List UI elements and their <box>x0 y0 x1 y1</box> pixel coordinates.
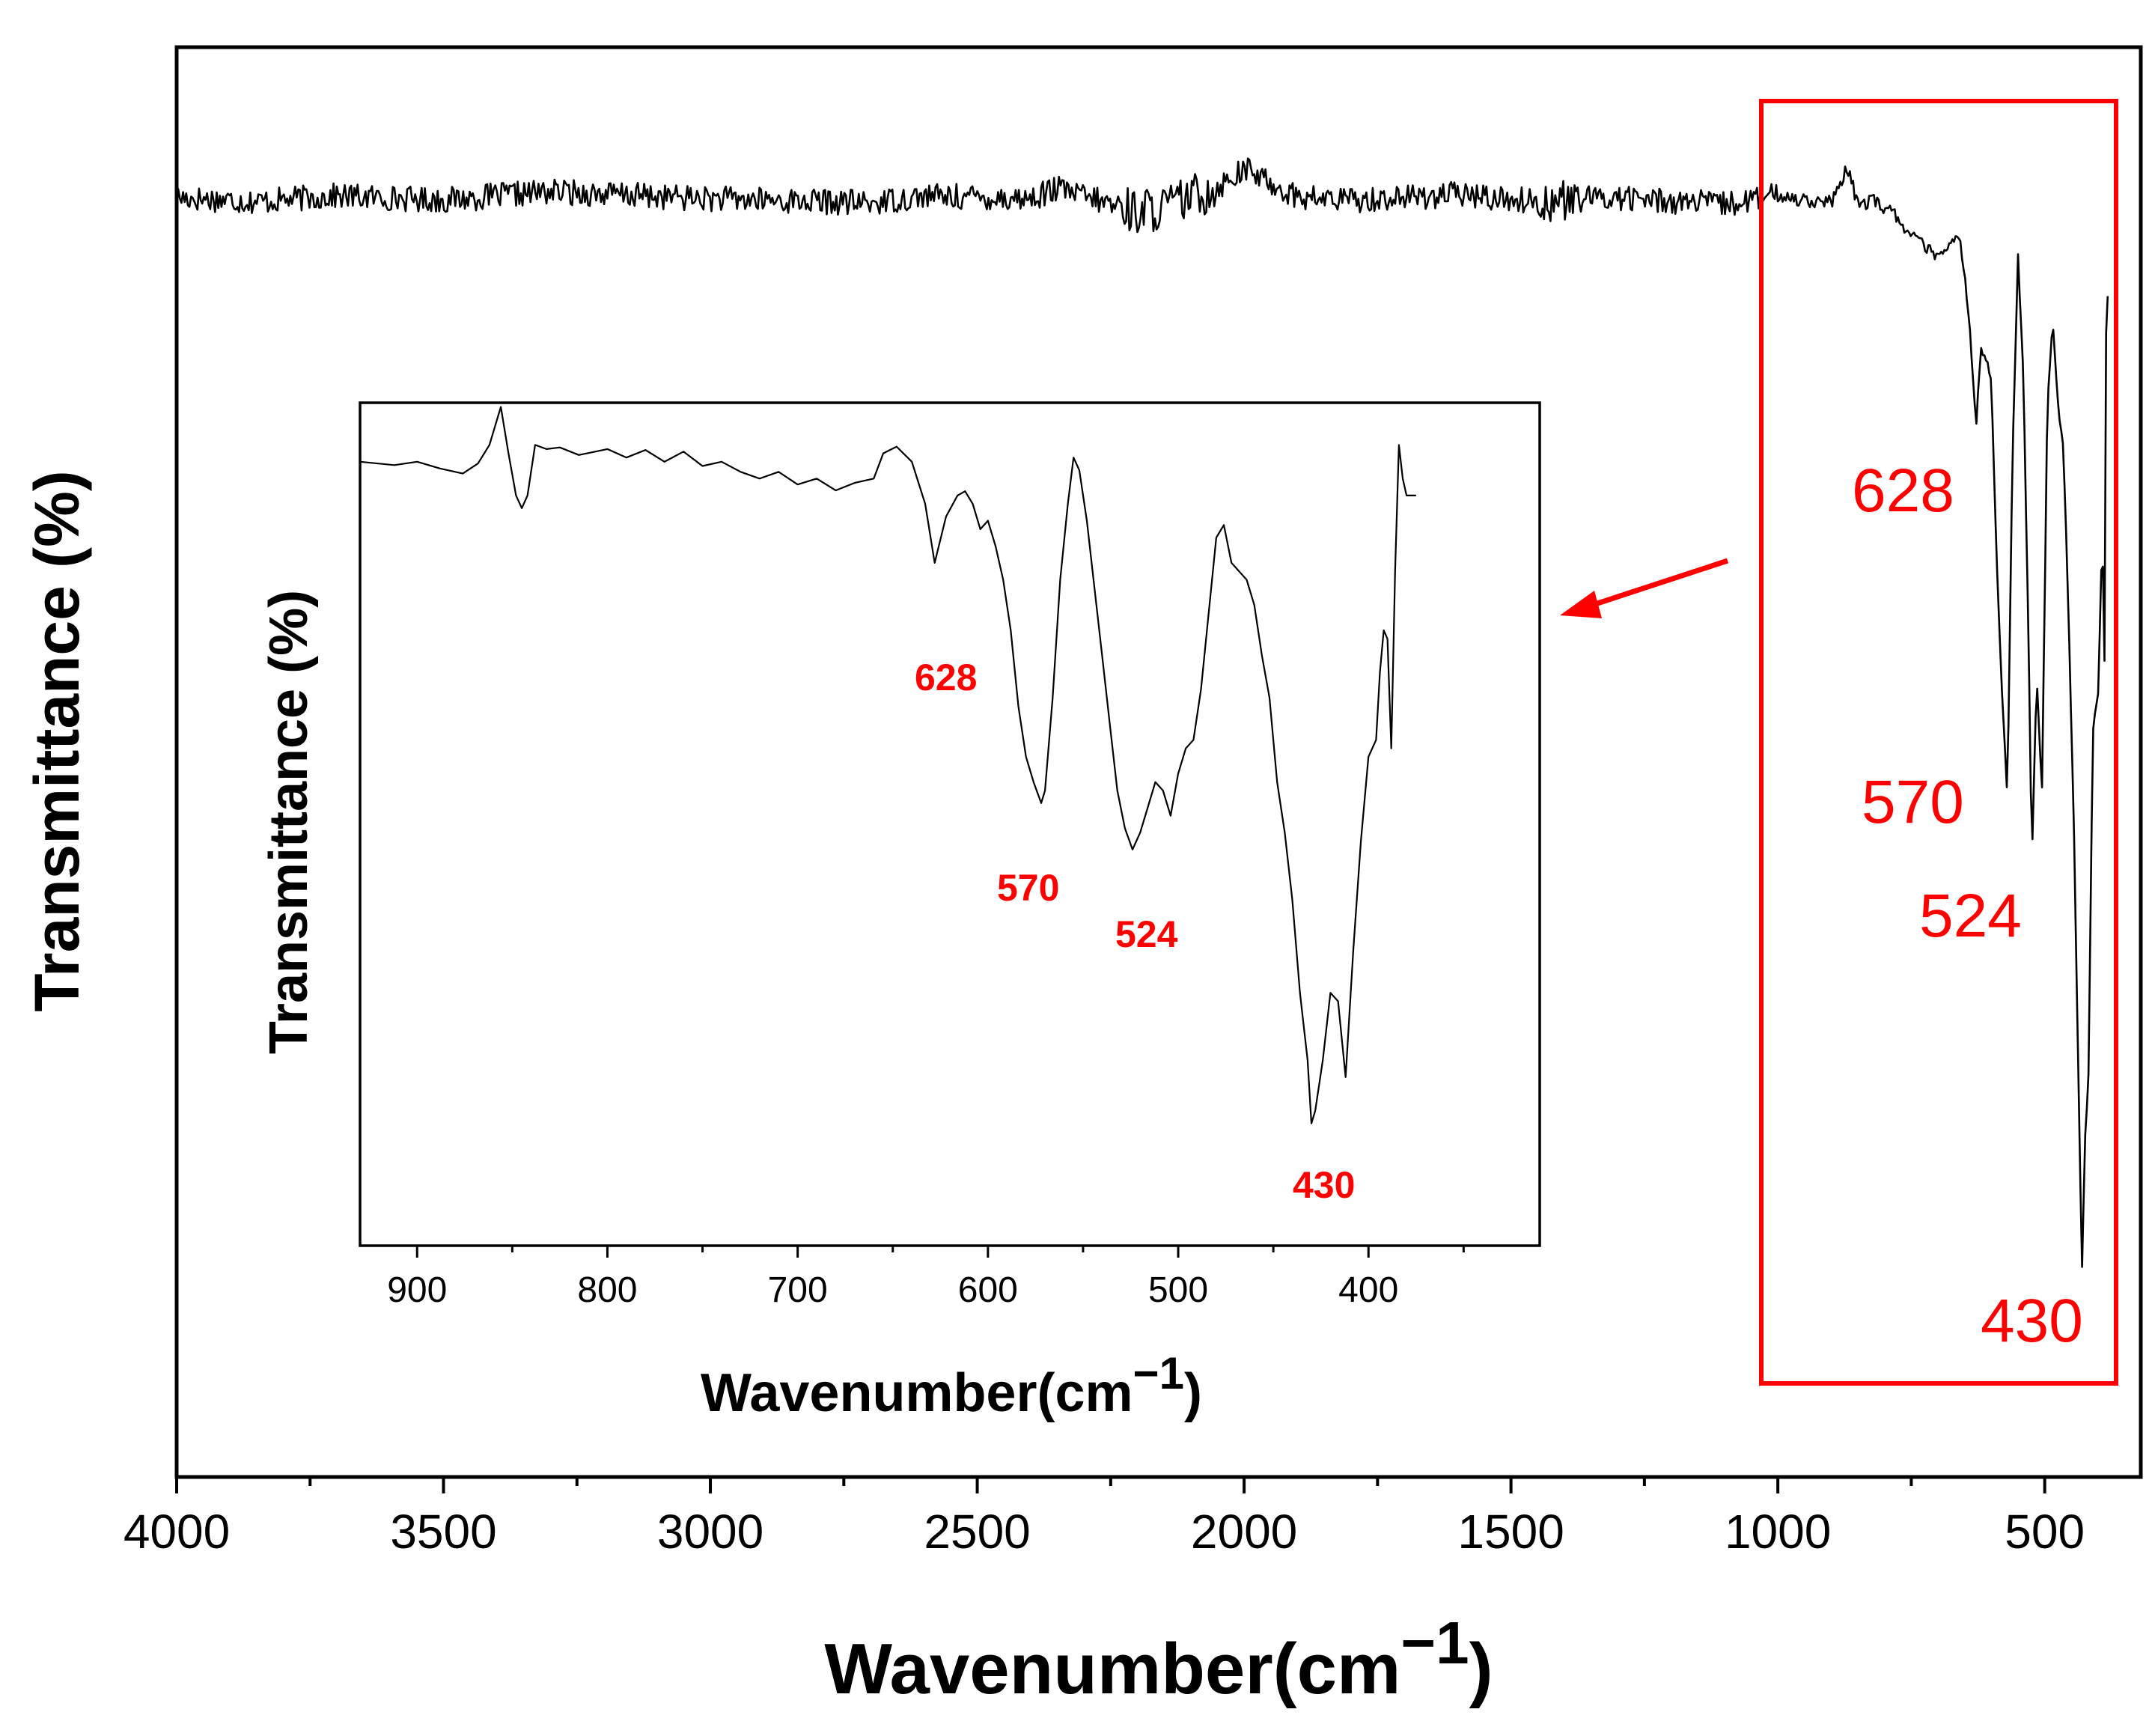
inset-x-tick-label-500: 500 <box>1148 1270 1208 1310</box>
main-x-tick-label-3000: 3000 <box>657 1505 763 1559</box>
main-x-ticks <box>175 1477 2046 1493</box>
inset-x-axis-title: Wavenumber(cm−1) <box>701 1348 1202 1423</box>
main-plot-frame <box>174 45 2143 1479</box>
main-peak-label-524: 524 <box>1919 882 2022 950</box>
main-spectrum-line <box>175 157 2109 1268</box>
inset-peak-label-628: 628 <box>915 657 977 698</box>
inset-x-tick-label-700: 700 <box>768 1270 828 1310</box>
main-y-axis-title: Transmittance (%) <box>22 470 92 1012</box>
main-x-tick-labels: 4000 3500 3000 2500 2000 1500 1000 500 <box>124 1505 2085 1559</box>
main-x-tick-label-2500: 2500 <box>924 1505 1030 1559</box>
main-x-tick-label-3500: 3500 <box>390 1505 496 1559</box>
highlight-box <box>1759 99 2118 1386</box>
inset-peak-label-524: 524 <box>1115 913 1178 955</box>
main-peak-label-628: 628 <box>1852 457 1954 525</box>
inset-x-tick-label-400: 400 <box>1338 1270 1398 1310</box>
inset-x-tick-labels: 900 800 700 600 500 400 <box>387 1270 1398 1310</box>
main-x-tick-label-1000: 1000 <box>1725 1505 1831 1559</box>
inset-x-tick-label-900: 900 <box>387 1270 447 1310</box>
inset-peak-label-430: 430 <box>1293 1164 1355 1206</box>
main-peak-label-430: 430 <box>1981 1287 2083 1355</box>
main-x-tick-label-2000: 2000 <box>1191 1505 1297 1559</box>
inset-spectrum-line <box>359 406 1416 1124</box>
inset-x-tick-label-800: 800 <box>577 1270 637 1310</box>
inset-x-tick-label-600: 600 <box>958 1270 1018 1310</box>
main-x-tick-label-4000: 4000 <box>124 1505 230 1559</box>
main-x-tick-label-1500: 1500 <box>1457 1505 1564 1559</box>
main-x-axis-title: Wavenumber(cm−1) <box>824 1609 1493 1709</box>
pointer-arrow <box>1560 558 1729 618</box>
inset-chart: 900 800 700 600 500 400 Transmittance (%) Wav… <box>259 401 1541 1423</box>
inset-y-axis-title: Transmittance (%) <box>259 590 319 1054</box>
inset-peak-label-570: 570 <box>997 867 1059 909</box>
main-chart: 4000 3500 3000 2500 2000 1500 1000 500 Transmit… <box>22 45 2143 1709</box>
inset-x-ticks <box>415 1246 1465 1258</box>
main-peak-label-570: 570 <box>1862 768 1964 836</box>
inset-plot-frame <box>359 401 1541 1247</box>
main-x-tick-label-500: 500 <box>2005 1505 2085 1559</box>
